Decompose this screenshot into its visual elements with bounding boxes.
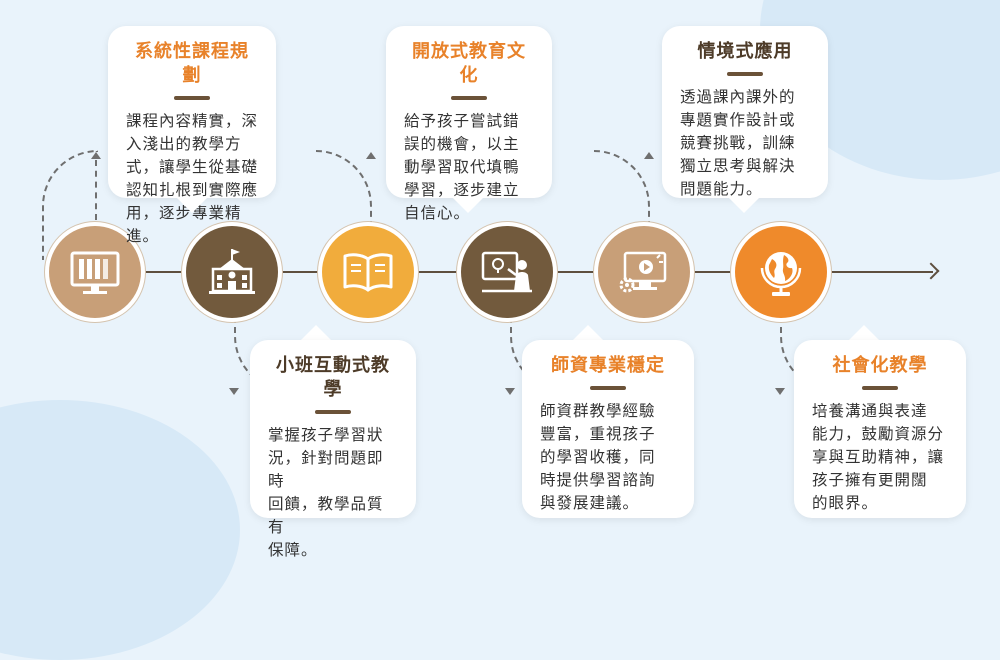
feature-card-3: 開放式教育文化 給予孩子嘗試錯 誤的機會，以主 動學習取代填鴨 學習，逐步建立 … <box>386 26 552 222</box>
title-underline <box>727 72 763 76</box>
feature-card-6: 社會化教學 培養溝通與表達 能力，鼓勵資源分 享與互助精神，讓 孩子擁有更開闊 … <box>794 340 966 518</box>
connector-1-arrow-tip <box>91 152 101 159</box>
feature-body: 透過課內課外的 專題實作設計或 競賽挑戰，訓練 獨立思考與解決 問題能力。 <box>680 88 796 198</box>
feature-title: 系統性課程規劃 <box>135 41 249 86</box>
feature-body: 培養溝通與表達 能力，鼓勵資源分 享與互助精神，讓 孩子擁有更開闊 的眼界。 <box>812 402 945 512</box>
feature-body: 掌握孩子學習狀 況，針對問題即時 回饋，教學品質有 保障。 <box>268 426 384 559</box>
media-screen-icon <box>619 251 667 293</box>
feature-card-2: 小班互動式教學 掌握孩子學習狀 況，針對問題即時 回饋，教學品質有 保障。 <box>250 340 416 559</box>
node-2 <box>186 226 278 318</box>
title-underline <box>590 386 626 390</box>
feature-title: 小班互動式教學 <box>276 355 390 400</box>
feature-card-5: 情境式應用 透過課內課外的 專題實作設計或 競賽挑戰，訓練 獨立思考與解決 問題… <box>662 26 828 198</box>
feature-body: 課程內容精實，深 入淺出的教學方 式，讓學生從基礎 認知扎根到實際應 用，逐步專… <box>126 112 259 245</box>
card-5-pointer <box>728 197 760 213</box>
node-1 <box>49 226 141 318</box>
background-blob-bottom-left <box>0 400 240 660</box>
connector-4-arrow-tip <box>505 388 515 395</box>
school-building-icon <box>209 249 255 294</box>
connector-5-arrow-tip <box>644 152 654 159</box>
connector-2-arrow-tip <box>229 388 239 395</box>
node-5 <box>598 226 690 318</box>
connector-3-arrow-tip <box>366 152 376 159</box>
card-2-pointer <box>300 325 332 341</box>
card-4-pointer <box>572 325 604 341</box>
feature-card-4: 師資專業穩定 師資群教學經驗 豐富，重視孩子 的學習收穫，同 時提供學習諮詢 與… <box>522 340 694 518</box>
card-6-pointer <box>848 325 880 341</box>
feature-title: 師資專業穩定 <box>551 355 665 376</box>
connector-6-arrow-tip <box>775 388 785 395</box>
title-underline <box>315 410 351 414</box>
feature-title: 開放式教育文化 <box>412 41 526 86</box>
globe-icon <box>760 252 802 296</box>
title-underline <box>451 96 487 100</box>
feature-body: 師資群教學經驗 豐富，重視孩子 的學習收穫，同 時提供學習諮詢 與發展建議。 <box>540 402 656 512</box>
node-4 <box>461 226 553 318</box>
card-3-pointer <box>452 197 484 213</box>
bookshelf-monitor-icon <box>70 251 120 294</box>
card-1-pointer <box>176 197 208 213</box>
connector-1-vertical <box>95 160 97 220</box>
feature-card-1: 系統性課程規劃 課程內容精實，深 入淺出的教學方 式，讓學生從基礎 認知扎根到實… <box>108 26 276 245</box>
timeline-arrowhead <box>922 262 940 280</box>
teacher-board-icon <box>481 251 532 293</box>
feature-body: 給予孩子嘗試錯 誤的機會，以主 動學習取代填鴨 學習，逐步建立 自信心。 <box>404 112 520 222</box>
feature-title: 社會化教學 <box>832 355 928 376</box>
open-book-icon <box>343 253 393 292</box>
title-underline <box>174 96 210 100</box>
node-6 <box>735 226 827 318</box>
feature-title: 情境式應用 <box>697 41 793 62</box>
title-underline <box>862 386 898 390</box>
node-3 <box>322 226 414 318</box>
